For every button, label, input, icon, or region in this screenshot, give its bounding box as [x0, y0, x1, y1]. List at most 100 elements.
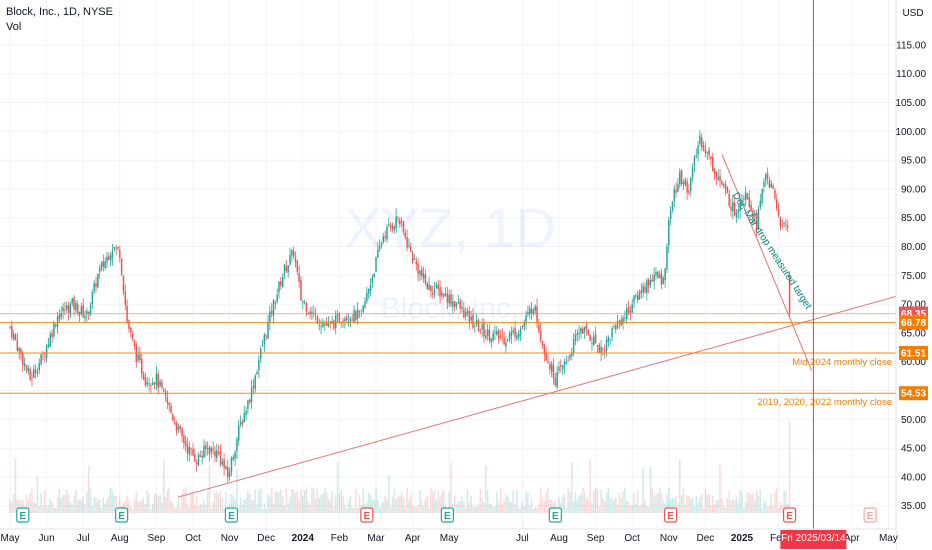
candle-body [576, 333, 579, 336]
earnings-marker[interactable]: E [224, 507, 239, 523]
candle-body [386, 226, 388, 240]
y-tick-label: 85.00 [901, 213, 926, 224]
candle [267, 314, 269, 339]
candle-body [737, 209, 740, 213]
candle-body [192, 448, 194, 456]
volume-bar [431, 491, 434, 513]
candle-body [55, 324, 57, 326]
candle [281, 273, 284, 288]
candle [669, 206, 672, 226]
candle-body [433, 289, 436, 295]
earnings-marker[interactable]: E [782, 507, 797, 523]
y-tick-label: 105.00 [895, 98, 926, 109]
candle-body [373, 273, 375, 278]
candle-body [296, 260, 299, 272]
volume-bar [525, 491, 527, 513]
volume-bar [430, 487, 432, 513]
volume-bar [433, 490, 436, 513]
currency-label[interactable]: USD [902, 8, 924, 19]
candle [195, 459, 198, 472]
candle [616, 314, 619, 330]
volume-bar [380, 503, 383, 513]
candle [228, 467, 231, 481]
candle-body [768, 180, 771, 188]
time-axis-bg [0, 529, 896, 550]
volume-bar [314, 498, 317, 513]
earnings-marker[interactable]: E [440, 507, 454, 523]
candle [261, 339, 264, 347]
candle-body [186, 445, 189, 454]
volume-bar [752, 492, 754, 513]
volume-bar [168, 487, 170, 513]
candle [181, 426, 183, 443]
candle [497, 328, 500, 344]
candle [457, 294, 460, 304]
candle [777, 202, 780, 218]
volume-bar [406, 487, 408, 513]
volume-bar [56, 497, 59, 513]
y-tick-label: 50.00 [901, 415, 926, 426]
candle [759, 194, 762, 210]
candle [779, 216, 782, 231]
volume-bar [629, 505, 632, 513]
candle-body [25, 365, 28, 371]
volume-bar [320, 494, 322, 513]
volume-bar [657, 493, 659, 513]
candle-body [302, 301, 304, 303]
earnings-marker[interactable]: E [863, 507, 877, 523]
candle-body [71, 298, 73, 304]
candle [516, 331, 518, 341]
candle-body [629, 310, 632, 313]
candle [93, 280, 95, 294]
volume-bar [84, 503, 86, 513]
y-tick-label: 100.00 [895, 127, 926, 138]
level-note: Mid 2024 monthly close [792, 357, 892, 368]
candle-body [682, 182, 685, 185]
candle-body [378, 246, 381, 250]
volume-bar [507, 496, 509, 513]
candle-body [631, 303, 633, 313]
volume-bar [591, 503, 593, 513]
candle-body [699, 135, 701, 145]
candle-body [417, 263, 419, 274]
candle-body [508, 333, 511, 340]
level-note: 2019, 2020, 2022 monthly close [757, 397, 892, 408]
candle-body [677, 184, 679, 192]
volume-bar [644, 500, 646, 513]
earnings-marker[interactable]: E [360, 507, 374, 523]
candle [710, 155, 712, 166]
crosshair-date-label: Fri 2025/03/14 [780, 530, 847, 549]
price-level-label-bg [899, 346, 928, 361]
candle-body [776, 199, 778, 209]
candle [51, 329, 53, 343]
earnings-marker[interactable]: E [16, 507, 30, 523]
earnings-marker[interactable]: E [664, 507, 678, 523]
volume-bar [426, 495, 428, 513]
candle-body [649, 279, 652, 285]
earnings-marker[interactable]: E [115, 507, 129, 523]
candle-body [369, 285, 372, 292]
volume-bar [100, 507, 103, 513]
candle [269, 305, 271, 330]
candle-body [20, 348, 22, 355]
candle-body [402, 221, 405, 232]
earnings-marker[interactable]: E [548, 507, 562, 523]
volume-bar [627, 501, 630, 513]
candle-body [265, 335, 267, 337]
volume-bar [647, 507, 650, 513]
candle [333, 319, 335, 331]
candle [367, 288, 370, 300]
candle-body [501, 335, 504, 337]
candle [122, 274, 125, 296]
candle [755, 209, 758, 237]
candle [547, 353, 549, 365]
candle-body [324, 324, 326, 326]
candle [772, 183, 774, 190]
candle-body [60, 313, 62, 317]
candle [444, 287, 447, 297]
trendline [178, 294, 900, 498]
earnings-letter: E [552, 511, 559, 522]
candle-body [702, 145, 705, 150]
